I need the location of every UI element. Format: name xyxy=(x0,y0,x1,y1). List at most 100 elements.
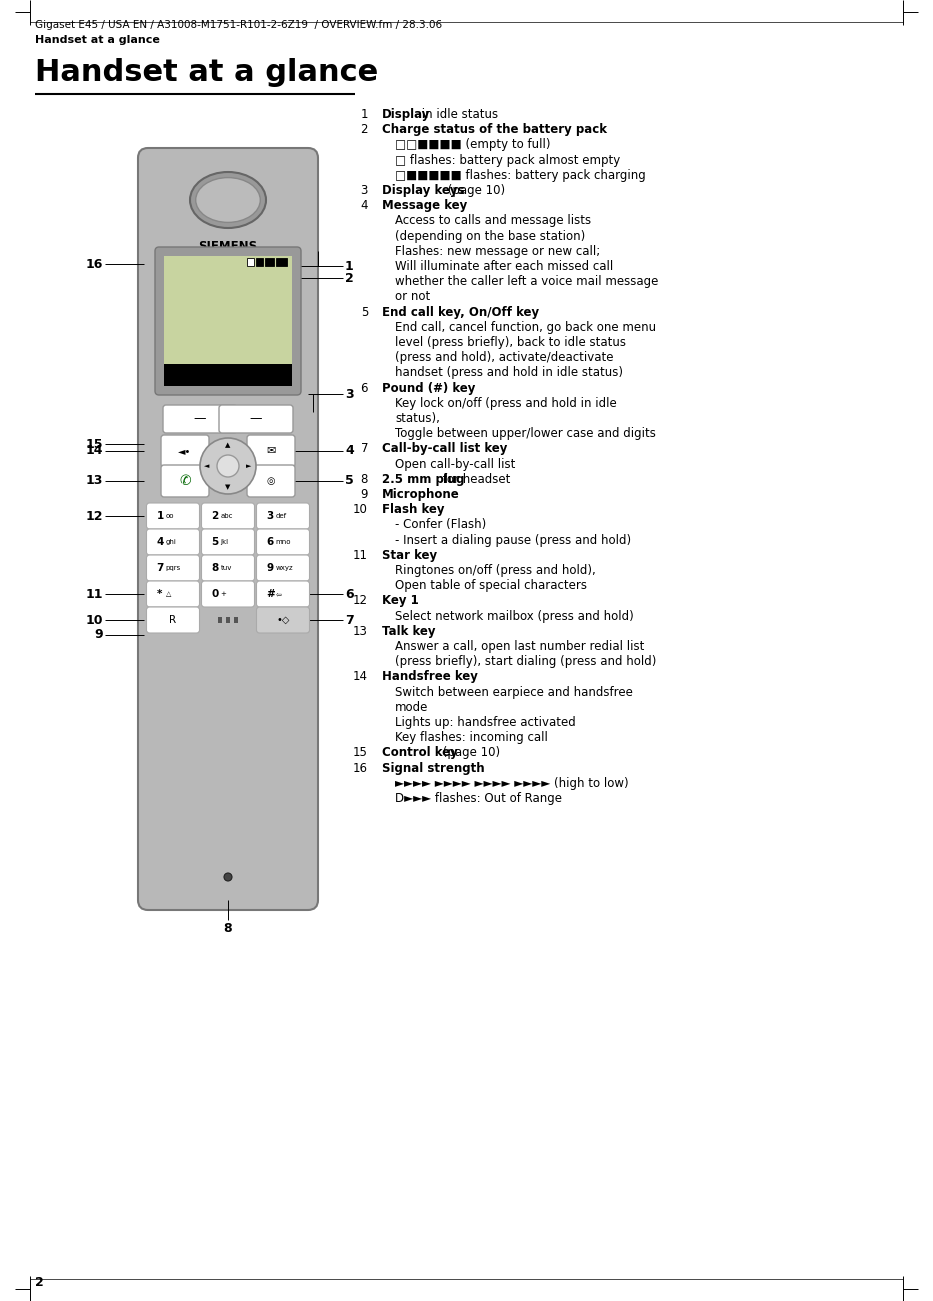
Ellipse shape xyxy=(190,172,266,228)
Text: 7: 7 xyxy=(157,563,164,572)
Text: (press and hold), activate/deactivate: (press and hold), activate/deactivate xyxy=(395,351,614,364)
FancyBboxPatch shape xyxy=(146,608,200,634)
Text: pqrs: pqrs xyxy=(165,565,181,571)
Text: 3: 3 xyxy=(267,511,273,520)
Text: 7: 7 xyxy=(345,614,354,627)
Text: ghi: ghi xyxy=(165,539,176,545)
Bar xyxy=(226,617,230,623)
Text: 13: 13 xyxy=(353,624,368,637)
Text: 9: 9 xyxy=(267,563,273,572)
Text: 09:45: 09:45 xyxy=(257,332,288,342)
Text: Display: Display xyxy=(382,108,430,121)
Text: Handset at a glance: Handset at a glance xyxy=(35,35,160,46)
Text: status),: status), xyxy=(395,412,439,425)
Text: 4: 4 xyxy=(157,537,164,546)
Circle shape xyxy=(224,873,232,881)
Text: +: + xyxy=(220,591,227,597)
Text: mno: mno xyxy=(275,539,291,545)
Text: ►►►►: ►►►► xyxy=(167,259,199,269)
FancyBboxPatch shape xyxy=(202,503,255,530)
Text: D►►► flashes: Out of Range: D►►► flashes: Out of Range xyxy=(395,792,562,805)
Text: □ flashes: battery pack almost empty: □ flashes: battery pack almost empty xyxy=(395,154,620,167)
Text: level (press briefly), back to idle status: level (press briefly), back to idle stat… xyxy=(395,336,626,349)
Bar xyxy=(256,258,263,265)
Text: Answer a call, open last number redial list: Answer a call, open last number redial l… xyxy=(395,640,645,653)
Bar xyxy=(234,617,238,623)
Text: tuv: tuv xyxy=(220,565,232,571)
Bar xyxy=(247,258,254,265)
Text: 2: 2 xyxy=(345,272,354,285)
Text: ◄•: ◄• xyxy=(178,446,191,455)
Text: 16: 16 xyxy=(86,258,103,271)
FancyBboxPatch shape xyxy=(146,556,200,582)
Text: 6: 6 xyxy=(345,588,354,601)
FancyBboxPatch shape xyxy=(146,503,200,530)
Text: 15: 15 xyxy=(353,747,368,760)
Bar xyxy=(265,258,274,265)
Text: ✆: ✆ xyxy=(179,474,191,488)
Text: - Confer (Flash): - Confer (Flash) xyxy=(395,518,486,531)
FancyBboxPatch shape xyxy=(155,247,301,396)
FancyBboxPatch shape xyxy=(161,435,209,467)
Text: 3: 3 xyxy=(345,388,354,401)
FancyBboxPatch shape xyxy=(247,435,295,467)
Text: ▼: ▼ xyxy=(225,484,230,490)
Text: 5: 5 xyxy=(361,306,368,319)
Text: (page 10): (page 10) xyxy=(444,183,505,196)
Text: abc: abc xyxy=(220,513,233,519)
Text: 1: 1 xyxy=(157,511,164,520)
Text: or not: or not xyxy=(395,290,430,303)
Bar xyxy=(276,258,287,265)
Text: 16: 16 xyxy=(353,761,368,774)
Text: Gigaset E45 / USA EN / A31008-M1751-R101-2-6Z19  / OVERVIEW.fm / 28.3.06: Gigaset E45 / USA EN / A31008-M1751-R101… xyxy=(35,20,442,30)
Bar xyxy=(164,364,292,386)
Text: 2: 2 xyxy=(35,1276,44,1289)
Text: INT 1: INT 1 xyxy=(205,298,250,314)
Text: 9: 9 xyxy=(94,628,103,641)
Text: for headset: for headset xyxy=(439,472,510,485)
Text: End call, cancel function, go back one menu: End call, cancel function, go back one m… xyxy=(395,321,656,334)
Text: •◇: •◇ xyxy=(276,615,289,624)
Text: End call key, On/Off key: End call key, On/Off key xyxy=(382,306,539,319)
Text: 7: 7 xyxy=(360,442,368,455)
FancyBboxPatch shape xyxy=(161,464,209,497)
Text: Switch between earpiece and handsfree: Switch between earpiece and handsfree xyxy=(395,686,633,699)
FancyBboxPatch shape xyxy=(257,556,310,582)
FancyBboxPatch shape xyxy=(257,503,310,530)
Text: 5: 5 xyxy=(345,475,354,488)
Text: Key 1: Key 1 xyxy=(382,595,419,608)
Text: 11: 11 xyxy=(353,549,368,562)
Text: Menu: Menu xyxy=(256,369,288,380)
Circle shape xyxy=(200,438,256,494)
FancyBboxPatch shape xyxy=(202,556,255,582)
Text: Display keys: Display keys xyxy=(382,183,465,196)
FancyBboxPatch shape xyxy=(138,148,318,909)
Text: ✉: ✉ xyxy=(266,446,275,455)
Text: 8: 8 xyxy=(224,922,232,935)
Text: Will illuminate after each missed call: Will illuminate after each missed call xyxy=(395,260,613,273)
Bar xyxy=(164,256,292,386)
Text: ►: ► xyxy=(246,463,252,468)
Text: Open table of special characters: Open table of special characters xyxy=(395,579,587,592)
Text: oo: oo xyxy=(165,513,174,519)
Text: def: def xyxy=(275,513,286,519)
Text: 10: 10 xyxy=(86,614,103,627)
FancyBboxPatch shape xyxy=(163,405,237,433)
Text: Toggle between upper/lower case and digits: Toggle between upper/lower case and digi… xyxy=(395,427,656,440)
Text: 14: 14 xyxy=(86,445,103,458)
Text: ≡: ≡ xyxy=(225,468,231,477)
Text: #: # xyxy=(267,589,275,598)
Text: 12: 12 xyxy=(86,510,103,523)
Text: wxyz: wxyz xyxy=(275,565,293,571)
Text: 13: 13 xyxy=(86,475,103,488)
FancyBboxPatch shape xyxy=(247,464,295,497)
FancyBboxPatch shape xyxy=(257,582,310,608)
Text: Handset at a glance: Handset at a glance xyxy=(35,59,378,87)
Text: Lights up: handsfree activated: Lights up: handsfree activated xyxy=(395,716,576,729)
Text: 0: 0 xyxy=(212,589,218,598)
Text: Flash key: Flash key xyxy=(382,503,444,516)
Text: 11: 11 xyxy=(86,588,103,601)
FancyBboxPatch shape xyxy=(202,582,255,608)
Text: 2: 2 xyxy=(360,124,368,137)
Text: 4: 4 xyxy=(360,199,368,212)
